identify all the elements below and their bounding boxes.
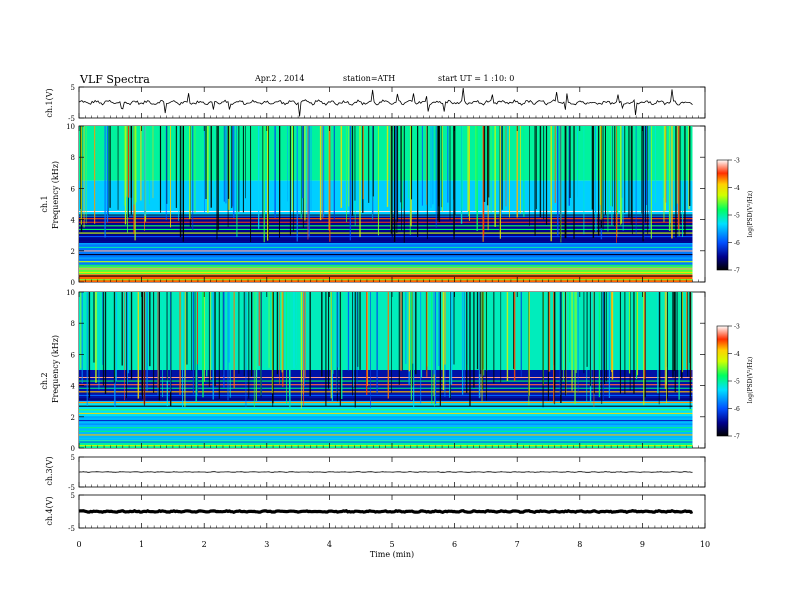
- ch1-spectrogram-band: [79, 274, 693, 282]
- ch1-waveform-trace: [78, 88, 693, 117]
- ch1-spectrogram-ylabel: ch.1: [40, 195, 49, 212]
- ch2-ytick-label: 10: [66, 289, 75, 297]
- ch2-spectrogram-ylabel: ch.2: [40, 372, 49, 389]
- ch1-spectrogram-band: [79, 266, 693, 275]
- ch2-ytick-label: 2: [71, 414, 75, 422]
- ch3-waveform-trace: [78, 471, 693, 473]
- x-tick-label: 8: [577, 540, 582, 549]
- ch1-ytick-label: -5: [68, 115, 75, 123]
- ch4-waveform-ylabel: ch.4(V): [45, 496, 54, 525]
- ch1-colorbar-label: log(PSD(V²/Hz): [747, 191, 754, 238]
- station-label: station=ATH: [343, 74, 395, 83]
- ch4-ytick-label: -5: [68, 525, 75, 533]
- ch4-ytick-label: 5: [71, 492, 75, 500]
- x-tick-label: 5: [389, 540, 394, 549]
- ch2-ytick-label: 8: [71, 320, 75, 328]
- ch2-colorbar-tick-label: -5: [734, 379, 740, 386]
- ch1-ytick-label: 5: [71, 84, 75, 92]
- ch2-spectrogram-band: [79, 440, 693, 448]
- x-tick-label: 6: [452, 540, 457, 549]
- ch1-ytick-label: 8: [71, 154, 75, 162]
- ch1-ytick-label: 10: [66, 123, 75, 131]
- figure-title: VLF Spectra: [79, 73, 150, 86]
- x-tick-label: 1: [139, 540, 144, 549]
- ch1-colorbar-tick-label: -7: [734, 268, 740, 275]
- ch3-ytick-label: -5: [68, 484, 75, 492]
- ch1-colorbar-tick-label: -5: [734, 213, 740, 220]
- ch1-frequency-ylabel: Frequency (kHz): [51, 161, 60, 229]
- x-tick-label: 0: [76, 540, 81, 549]
- ch2-colorbar: [716, 325, 729, 437]
- ch1-ytick-label: 4: [71, 217, 76, 225]
- x-tick-label: 4: [327, 540, 332, 549]
- plot-layer: 5-55-55-50246810-7-6-5-4-30246810-7-6-5-…: [66, 84, 740, 549]
- ch2-ytick-label: 6: [71, 351, 76, 359]
- x-tick-label: 9: [640, 540, 645, 549]
- ch3-waveform-ylabel: ch.3(V): [45, 456, 54, 485]
- ch1-ytick-label: 6: [71, 185, 76, 193]
- ch1-colorbar-tick-label: -6: [734, 240, 740, 247]
- x-tick-label: 7: [515, 540, 520, 549]
- ch2-ytick-label: 0: [71, 445, 75, 453]
- ch2-colorbar-tick-label: -6: [734, 406, 740, 413]
- ch2-colorbar-tick-label: -7: [734, 434, 740, 441]
- start-time-label: start UT = 1 :10: 0: [438, 74, 514, 83]
- ch1-colorbar-tick-label: -4: [734, 185, 740, 192]
- ch2-colorbar-tick-label: -4: [734, 351, 740, 358]
- ch2-frequency-ylabel: Frequency (kHz): [51, 335, 60, 403]
- ch1-ytick-label: 0: [71, 279, 75, 287]
- ch1-colorbar: [716, 159, 729, 271]
- x-tick-label: 2: [202, 540, 207, 549]
- ch3-ytick-label: 5: [71, 454, 75, 462]
- x-axis-label: Time (min): [370, 550, 414, 559]
- x-tick-label: 10: [700, 540, 710, 549]
- ch1-ytick-label: 2: [71, 248, 75, 256]
- ch1-colorbar-tick-label: -3: [734, 158, 740, 165]
- ch1-waveform-ylabel: ch.1(V): [45, 88, 54, 117]
- ch4-waveform-trace: [78, 508, 694, 515]
- x-tick-label: 3: [264, 540, 269, 549]
- date-label: Apr.2 , 2014: [254, 74, 304, 83]
- ch2-colorbar-label: log(PSD(V²/Hz): [747, 357, 754, 404]
- ch2-ytick-label: 4: [71, 383, 76, 391]
- ch2-colorbar-tick-label: -3: [734, 324, 740, 331]
